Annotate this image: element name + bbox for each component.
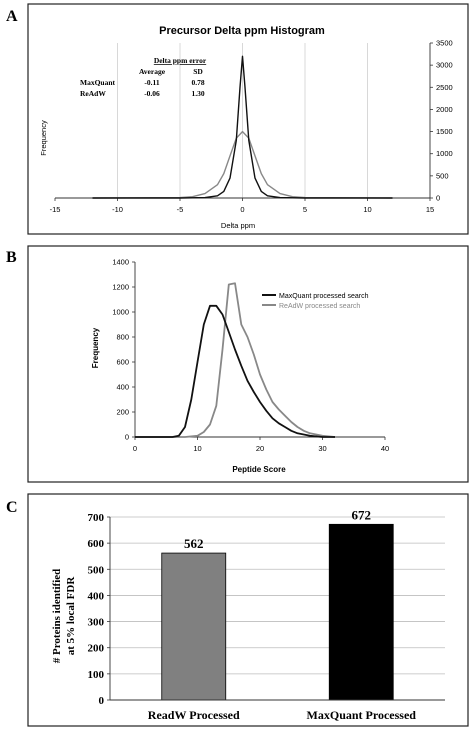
panel-c: C # Proteins identified at 5% local FDR … bbox=[6, 493, 469, 727]
panel-c-letter: C bbox=[6, 499, 18, 516]
panel-c-ylabel-line-2: at 5% local FDR bbox=[65, 576, 77, 656]
y-tick-label: 1500 bbox=[436, 127, 453, 136]
inset-row-sd: 1.30 bbox=[191, 89, 204, 98]
y-tick-label: 3500 bbox=[436, 39, 453, 48]
x-tick-label: 0 bbox=[133, 444, 137, 453]
y-tick-label: 2500 bbox=[436, 83, 453, 92]
panel-c-plot: 0 100 200 300 400 500 600 700 562 ReadW Processed… bbox=[88, 507, 445, 722]
x-tick-label: 40 bbox=[381, 444, 389, 453]
y-tick-label: 1000 bbox=[436, 149, 453, 158]
series-line bbox=[135, 304, 335, 438]
category-label: ReadW Processed bbox=[148, 708, 240, 722]
bar bbox=[161, 552, 227, 701]
y-tick-label: 200 bbox=[116, 408, 129, 417]
panel-b-ylabel: Frequency bbox=[91, 327, 100, 368]
panel-a-ylabel: Frequency bbox=[39, 120, 48, 156]
panel-a-inset-table: Delta ppm error Average SD MaxQuant -0.1… bbox=[80, 56, 207, 98]
y-tick-label: 800 bbox=[116, 333, 129, 342]
panel-a-frame bbox=[27, 3, 469, 235]
inset-header-average: Average bbox=[139, 67, 166, 76]
y-tick-label: 0 bbox=[99, 695, 105, 707]
y-tick-label: 300 bbox=[88, 617, 105, 629]
x-tick-label: 15 bbox=[426, 205, 434, 214]
x-tick-label: 30 bbox=[318, 444, 326, 453]
panel-c-frame bbox=[27, 493, 469, 727]
y-tick-label: 0 bbox=[125, 433, 129, 442]
y-tick-label: 700 bbox=[88, 512, 105, 524]
bar-value-label: 562 bbox=[184, 536, 204, 551]
y-tick-label: 1200 bbox=[112, 283, 129, 292]
category-label: MaxQuant Processed bbox=[307, 708, 417, 722]
x-tick-label: 10 bbox=[363, 205, 371, 214]
bar-value-label: 672 bbox=[352, 507, 372, 522]
x-tick-label: -15 bbox=[50, 205, 61, 214]
inset-row-average: -0.11 bbox=[144, 78, 159, 87]
series-line-readw bbox=[92, 130, 393, 199]
y-tick-label: 500 bbox=[88, 564, 105, 576]
inset-row-average: -0.06 bbox=[144, 89, 160, 98]
y-tick-label: 1400 bbox=[112, 258, 129, 267]
panel-b-letter: B bbox=[6, 249, 17, 266]
panel-a-xlabel: Delta ppm bbox=[221, 221, 255, 230]
inset-row-label: MaxQuant bbox=[80, 78, 116, 87]
y-tick-label: 3000 bbox=[436, 61, 453, 70]
inset-row-label: ReAdW bbox=[80, 89, 106, 98]
legend-label-readw: ReAdW processed search bbox=[279, 303, 360, 310]
panel-b: B Peptide Score Frequency 0 10 20 30 4002004… bbox=[6, 245, 469, 483]
panel-a-letter: A bbox=[6, 8, 18, 25]
x-tick-label: 10 bbox=[193, 444, 201, 453]
y-tick-label: 1000 bbox=[112, 308, 129, 317]
y-tick-label: 100 bbox=[88, 669, 105, 681]
panel-b-xlabel: Peptide Score bbox=[232, 465, 286, 474]
series-line bbox=[135, 282, 336, 438]
y-tick-label: 400 bbox=[88, 590, 105, 602]
y-tick-label: 600 bbox=[88, 538, 105, 550]
panel-b-legend: MaxQuant processed search ReAdW processe… bbox=[262, 293, 369, 310]
panel-a-plot: -15 -10 -5 0 5 10 1505001000150020002500300035… bbox=[50, 39, 453, 215]
x-tick-label: -5 bbox=[177, 205, 184, 214]
x-tick-label: 0 bbox=[240, 205, 244, 214]
y-tick-label: 0 bbox=[436, 194, 440, 203]
y-tick-label: 200 bbox=[88, 643, 105, 655]
legend-label-maxquant: MaxQuant processed search bbox=[279, 293, 369, 300]
x-tick-label: -10 bbox=[112, 205, 123, 214]
y-tick-label: 500 bbox=[436, 171, 449, 180]
series-line-maxquant bbox=[92, 55, 393, 199]
y-tick-label: 600 bbox=[116, 358, 129, 367]
x-tick-label: 20 bbox=[256, 444, 264, 453]
panel-a: A Precursor Delta ppm Histogram Delta pp… bbox=[6, 3, 469, 235]
inset-table-title: Delta ppm error bbox=[154, 56, 207, 65]
x-tick-label: 5 bbox=[303, 205, 307, 214]
bar bbox=[328, 523, 394, 701]
inset-row-sd: 0.78 bbox=[191, 78, 204, 87]
inset-header-sd: SD bbox=[193, 67, 203, 76]
panel-b-frame bbox=[27, 245, 469, 483]
y-tick-label: 400 bbox=[116, 383, 129, 392]
panel-a-title: Precursor Delta ppm Histogram bbox=[159, 25, 325, 37]
y-tick-label: 2000 bbox=[436, 105, 453, 114]
panel-c-ylabel-line-1: # Proteins identified bbox=[51, 569, 63, 664]
